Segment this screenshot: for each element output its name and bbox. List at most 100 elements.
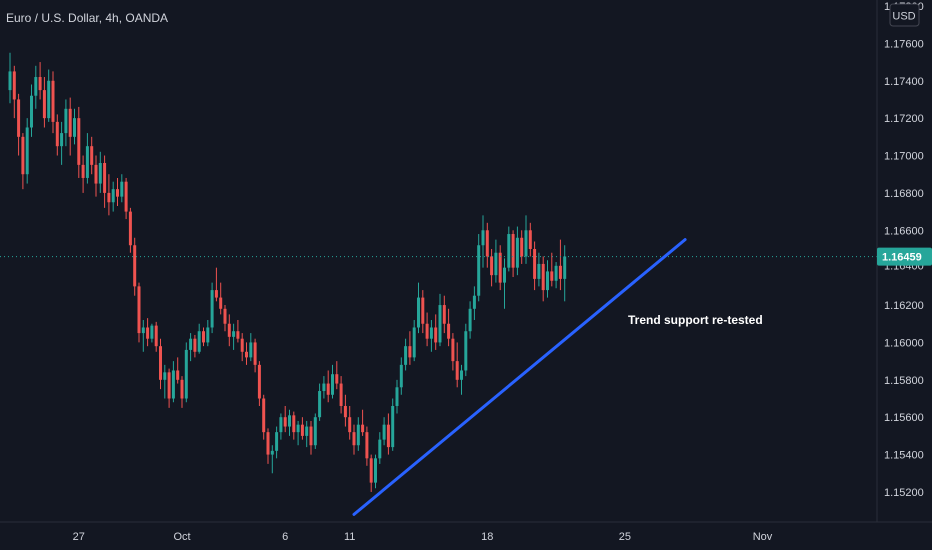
candle-body — [111, 189, 115, 203]
candle-body — [438, 305, 442, 343]
currency-badge[interactable] — [889, 3, 920, 27]
candle-body — [352, 432, 356, 446]
candle-body — [34, 77, 38, 96]
candle-body — [391, 405, 395, 448]
candle-body — [103, 163, 107, 193]
last-price-value: 1.16459 — [882, 252, 922, 264]
time-tick-label: 27 — [73, 531, 85, 543]
candle-body — [120, 181, 124, 197]
candle-body — [412, 327, 416, 358]
time-axis-ticks[interactable]: 27 Oct 6 11 18 25 Nov — [73, 531, 773, 543]
candle-body — [404, 346, 408, 365]
currency-badge-label: USD — [892, 11, 915, 23]
time-tick-label: Nov — [753, 531, 773, 543]
candle-body — [318, 391, 322, 418]
candle-body — [236, 331, 240, 339]
candle-body — [17, 99, 21, 137]
price-tick-label: 1.17000 — [884, 151, 924, 163]
candle-body — [171, 370, 175, 399]
candle-body — [520, 237, 524, 257]
candle-body — [494, 252, 498, 276]
price-tick-label: 1.16000 — [884, 337, 924, 349]
candle-body — [73, 118, 76, 137]
candle-body — [309, 426, 313, 446]
candle-body — [47, 80, 51, 119]
candle-body — [167, 372, 171, 399]
price-tick-label: 1.15800 — [884, 375, 924, 387]
candle-body — [322, 383, 326, 392]
candle-body — [249, 342, 253, 358]
candle-body — [12, 71, 16, 100]
price-tick-label: 1.15200 — [884, 487, 924, 499]
candle-body — [460, 370, 463, 380]
candle-body — [558, 265, 562, 279]
candle-body — [279, 417, 283, 433]
candle-body — [335, 374, 339, 384]
candle-body — [133, 245, 137, 287]
candle-body — [262, 398, 266, 433]
candle-body — [206, 327, 210, 343]
candle-body — [434, 327, 438, 343]
candle-body — [176, 370, 180, 380]
price-tick-label: 1.17400 — [884, 76, 924, 88]
candle-body — [227, 323, 231, 337]
candle-body — [537, 263, 541, 279]
candle-body — [331, 374, 334, 395]
candle-body — [85, 146, 89, 178]
candle-body — [425, 323, 429, 339]
candle-body — [159, 346, 162, 380]
price-tick-label: 1.17600 — [884, 38, 924, 50]
candle-body — [305, 426, 309, 436]
candle-body — [477, 245, 481, 296]
trendline[interactable] — [352, 238, 687, 516]
candle-body — [472, 295, 476, 309]
candle-body — [447, 323, 451, 339]
candle-body — [485, 230, 489, 257]
candle-body — [464, 331, 468, 371]
candle-body — [541, 263, 545, 291]
candle-body — [81, 164, 85, 178]
candle-body — [408, 346, 412, 358]
candle-body — [490, 256, 494, 276]
candle-body — [313, 417, 317, 446]
candle-body — [197, 331, 201, 352]
time-tick-label: 18 — [481, 531, 493, 543]
candle-body — [563, 256, 567, 279]
candle-body — [232, 331, 236, 337]
candle-body — [116, 189, 119, 197]
chart-title: Euro / U.S. Dollar, 4h, OANDA — [6, 11, 168, 25]
time-tick-label: Oct — [173, 531, 190, 543]
candle-body — [296, 424, 300, 433]
candle-body — [107, 192, 111, 203]
candle-body — [546, 271, 549, 291]
candle-body — [184, 349, 188, 399]
candle-body — [38, 77, 42, 91]
candle-body — [386, 424, 390, 448]
candle-body — [554, 265, 558, 281]
candle-body — [507, 234, 511, 268]
candle-body — [429, 327, 433, 339]
candle-body — [8, 71, 12, 91]
price-tick-label: 1.15400 — [884, 450, 924, 462]
candle-body — [348, 417, 352, 433]
candle-body — [374, 458, 377, 483]
candle-body — [214, 290, 218, 298]
candle-body — [257, 364, 261, 399]
candle-body — [193, 338, 197, 352]
candle-body — [275, 432, 279, 451]
candle-body — [270, 450, 274, 455]
last-price-label — [877, 247, 932, 266]
candle-body — [154, 325, 158, 347]
candle-body — [524, 230, 528, 257]
candle-body — [68, 108, 72, 137]
price-tick-label: 1.16200 — [884, 300, 924, 312]
candle-body — [382, 424, 386, 440]
time-tick-label: 11 — [344, 531, 355, 543]
candle-body — [210, 290, 214, 328]
candle-body — [511, 234, 515, 268]
candle-body — [369, 458, 373, 483]
candle-body — [141, 327, 145, 334]
candle-body — [180, 379, 184, 399]
